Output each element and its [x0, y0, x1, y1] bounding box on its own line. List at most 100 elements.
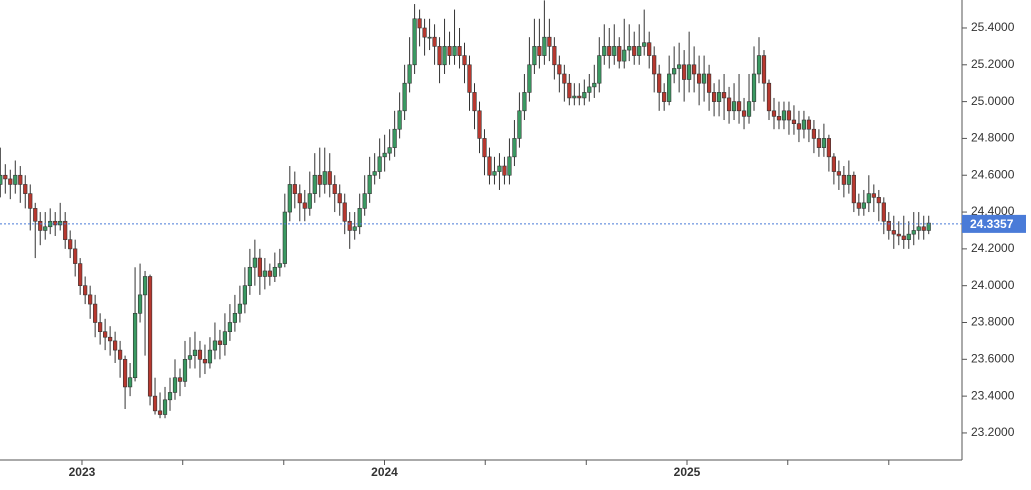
- candle-body: [886, 220, 891, 231]
- candle-body: [741, 110, 747, 117]
- y-tick-label: 24.4000: [971, 204, 1015, 218]
- candle-body: [382, 152, 387, 158]
- candle-body: [337, 193, 342, 204]
- candle-body: [926, 222, 931, 231]
- y-tick-label: 23.4000: [971, 388, 1015, 402]
- candle-body: [622, 49, 627, 62]
- candle-body: [132, 312, 138, 379]
- candle-body: [592, 82, 597, 88]
- candle-body: [692, 64, 697, 75]
- candle-body: [806, 119, 812, 130]
- candle-body: [467, 64, 472, 93]
- candle-body: [921, 226, 926, 231]
- candle-body: [232, 312, 238, 323]
- y-tick-label: 25.0000: [971, 94, 1015, 108]
- candle-body: [462, 55, 467, 66]
- candle-body: [412, 18, 417, 66]
- candle-body: [417, 18, 422, 29]
- candle-body: [522, 92, 527, 112]
- candle-body: [78, 263, 83, 286]
- candle-body: [477, 110, 482, 139]
- candle-body: [222, 331, 228, 345]
- candle-body: [407, 64, 412, 84]
- candle-body: [357, 208, 362, 228]
- candle-body: [721, 92, 727, 99]
- y-tick-label: 23.6000: [971, 351, 1015, 365]
- candle-body: [103, 331, 108, 338]
- candle-body: [202, 359, 208, 364]
- candle-body: [377, 156, 382, 172]
- y-tick-label: 24.0000: [971, 278, 1015, 292]
- candle-body: [716, 92, 722, 102]
- candle-body: [736, 101, 742, 112]
- candle-body: [781, 110, 787, 121]
- candle-body: [602, 46, 607, 56]
- candle-body: [68, 239, 73, 250]
- candle-body: [113, 340, 118, 351]
- candle-body: [122, 359, 128, 388]
- candle-body: [706, 73, 712, 93]
- y-tick-label: 24.6000: [971, 167, 1015, 181]
- candle-body: [771, 110, 777, 117]
- candle-body: [786, 110, 792, 121]
- candle-body: [317, 174, 322, 185]
- candle-body: [846, 174, 851, 185]
- candle-body: [307, 193, 312, 209]
- candle-body: [527, 64, 532, 93]
- candle-body: [3, 174, 8, 180]
- candle-body: [257, 257, 262, 277]
- candle-body: [492, 171, 497, 176]
- candle-body: [392, 128, 397, 148]
- y-tick-label: 24.8000: [971, 131, 1015, 145]
- last-price-box: [962, 214, 1026, 233]
- candle-body: [881, 202, 886, 222]
- last-price-label: 24.3357: [970, 217, 1014, 231]
- candle-body: [442, 46, 447, 66]
- candle-body: [367, 174, 372, 194]
- candle-body: [242, 285, 247, 305]
- candle-body: [83, 285, 88, 296]
- candle-body: [821, 138, 827, 148]
- candle-body: [28, 193, 33, 209]
- candle-body: [23, 184, 28, 194]
- candle-body: [682, 64, 687, 80]
- candle-body: [766, 82, 772, 112]
- candle-body: [891, 230, 896, 235]
- candle-body: [127, 377, 133, 388]
- candle-body: [711, 92, 717, 102]
- candle-body: [262, 270, 267, 277]
- candle-body: [247, 266, 252, 286]
- candle-body: [567, 82, 572, 99]
- candle-body: [851, 174, 856, 204]
- candle-body: [796, 123, 802, 130]
- candle-body: [402, 82, 407, 112]
- candle-body: [906, 233, 911, 240]
- candle-body: [108, 336, 113, 342]
- candle-body: [507, 156, 512, 176]
- candle-body: [58, 220, 63, 226]
- candle-body: [672, 68, 677, 75]
- candle-body: [38, 220, 43, 231]
- candle-body: [542, 36, 547, 56]
- x-tick-label: 2023: [69, 465, 96, 479]
- candle-body: [147, 276, 153, 397]
- candle-body: [327, 171, 332, 185]
- candle-body: [152, 395, 158, 412]
- candle-body: [447, 46, 452, 56]
- candle-body: [657, 73, 662, 93]
- candle-body: [437, 46, 442, 66]
- candle-body: [88, 294, 93, 305]
- candle-body: [791, 119, 797, 124]
- candle-body: [53, 220, 58, 226]
- candle-body: [861, 202, 866, 209]
- candle-body: [901, 235, 906, 240]
- candle-body: [482, 138, 487, 158]
- candle-body: [776, 116, 782, 121]
- candle-body: [612, 46, 617, 56]
- candle-body: [836, 171, 841, 176]
- candle-body: [177, 377, 183, 382]
- candle-body: [292, 184, 297, 194]
- candle-body: [896, 233, 901, 237]
- candle-body: [162, 399, 168, 415]
- candle-body: [871, 193, 876, 198]
